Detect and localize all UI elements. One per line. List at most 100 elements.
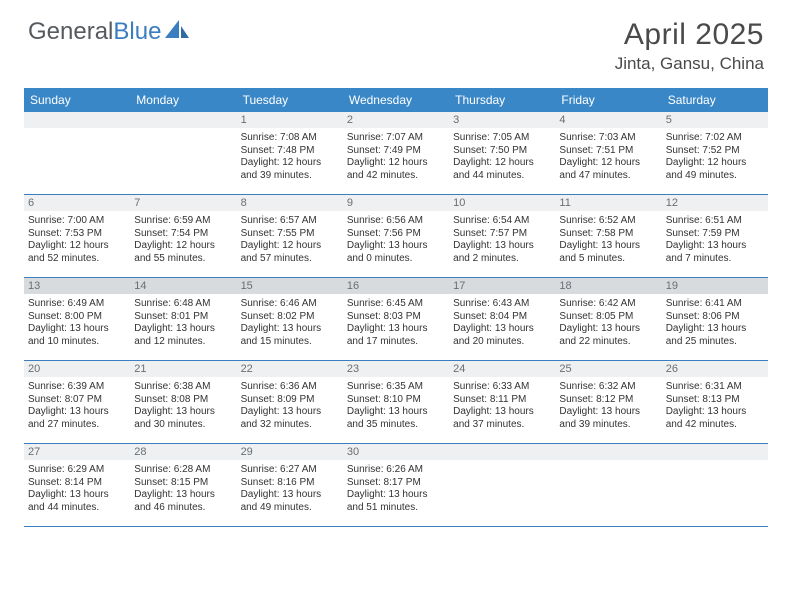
day-number [449, 444, 555, 460]
day-details: Sunrise: 7:00 AMSunset: 7:53 PMDaylight:… [24, 211, 130, 269]
day-details: Sunrise: 6:39 AMSunset: 8:07 PMDaylight:… [24, 377, 130, 435]
day-number: 12 [662, 195, 768, 211]
calendar-cell: 25Sunrise: 6:32 AMSunset: 8:12 PMDayligh… [555, 361, 661, 444]
day-number: 22 [237, 361, 343, 377]
calendar-grid: 1Sunrise: 7:08 AMSunset: 7:48 PMDaylight… [24, 112, 768, 527]
day-number: 25 [555, 361, 661, 377]
day-details: Sunrise: 6:46 AMSunset: 8:02 PMDaylight:… [237, 294, 343, 352]
day-details: Sunrise: 6:28 AMSunset: 8:15 PMDaylight:… [130, 460, 236, 518]
day-details [662, 460, 768, 512]
day-number: 5 [662, 112, 768, 128]
day-details: Sunrise: 7:05 AMSunset: 7:50 PMDaylight:… [449, 128, 555, 186]
day-details: Sunrise: 6:29 AMSunset: 8:14 PMDaylight:… [24, 460, 130, 518]
weekday-header: Friday [555, 88, 661, 112]
calendar-cell: 20Sunrise: 6:39 AMSunset: 8:07 PMDayligh… [24, 361, 130, 444]
day-details: Sunrise: 6:57 AMSunset: 7:55 PMDaylight:… [237, 211, 343, 269]
day-details: Sunrise: 6:45 AMSunset: 8:03 PMDaylight:… [343, 294, 449, 352]
day-number: 20 [24, 361, 130, 377]
calendar-cell: 26Sunrise: 6:31 AMSunset: 8:13 PMDayligh… [662, 361, 768, 444]
day-details: Sunrise: 6:49 AMSunset: 8:00 PMDaylight:… [24, 294, 130, 352]
day-number: 8 [237, 195, 343, 211]
weekday-header: Monday [130, 88, 236, 112]
weekday-header: Tuesday [237, 88, 343, 112]
calendar-cell: 6Sunrise: 7:00 AMSunset: 7:53 PMDaylight… [24, 195, 130, 278]
brand-part2: Blue [113, 18, 161, 46]
day-details: Sunrise: 6:27 AMSunset: 8:16 PMDaylight:… [237, 460, 343, 518]
header: GeneralBlue April 2025 Jinta, Gansu, Chi… [0, 0, 792, 80]
calendar-cell: 29Sunrise: 6:27 AMSunset: 8:16 PMDayligh… [237, 444, 343, 527]
title-block: April 2025 Jinta, Gansu, China [615, 18, 764, 74]
day-number: 1 [237, 112, 343, 128]
weekday-header: Wednesday [343, 88, 449, 112]
brand-logo: GeneralBlue [28, 18, 191, 46]
day-details: Sunrise: 7:02 AMSunset: 7:52 PMDaylight:… [662, 128, 768, 186]
calendar-cell: 4Sunrise: 7:03 AMSunset: 7:51 PMDaylight… [555, 112, 661, 195]
calendar-cell: 9Sunrise: 6:56 AMSunset: 7:56 PMDaylight… [343, 195, 449, 278]
calendar-cell: 30Sunrise: 6:26 AMSunset: 8:17 PMDayligh… [343, 444, 449, 527]
day-details: Sunrise: 6:54 AMSunset: 7:57 PMDaylight:… [449, 211, 555, 269]
day-number: 30 [343, 444, 449, 460]
calendar-cell: 11Sunrise: 6:52 AMSunset: 7:58 PMDayligh… [555, 195, 661, 278]
calendar-cell: 22Sunrise: 6:36 AMSunset: 8:09 PMDayligh… [237, 361, 343, 444]
calendar-cell [449, 444, 555, 527]
day-details [555, 460, 661, 512]
day-number: 13 [24, 278, 130, 294]
day-number: 18 [555, 278, 661, 294]
day-details: Sunrise: 7:03 AMSunset: 7:51 PMDaylight:… [555, 128, 661, 186]
calendar-cell: 8Sunrise: 6:57 AMSunset: 7:55 PMDaylight… [237, 195, 343, 278]
day-number: 23 [343, 361, 449, 377]
day-details: Sunrise: 6:35 AMSunset: 8:10 PMDaylight:… [343, 377, 449, 435]
day-number: 9 [343, 195, 449, 211]
day-details [449, 460, 555, 512]
day-details: Sunrise: 6:42 AMSunset: 8:05 PMDaylight:… [555, 294, 661, 352]
weekday-header-row: SundayMondayTuesdayWednesdayThursdayFrid… [24, 88, 768, 112]
weekday-header: Saturday [662, 88, 768, 112]
day-details: Sunrise: 6:36 AMSunset: 8:09 PMDaylight:… [237, 377, 343, 435]
page-title: April 2025 [615, 18, 764, 52]
day-number: 10 [449, 195, 555, 211]
calendar-cell [555, 444, 661, 527]
calendar: SundayMondayTuesdayWednesdayThursdayFrid… [0, 80, 792, 527]
day-number: 7 [130, 195, 236, 211]
day-number: 4 [555, 112, 661, 128]
day-details: Sunrise: 6:33 AMSunset: 8:11 PMDaylight:… [449, 377, 555, 435]
day-number: 27 [24, 444, 130, 460]
day-details: Sunrise: 6:48 AMSunset: 8:01 PMDaylight:… [130, 294, 236, 352]
weekday-header: Thursday [449, 88, 555, 112]
calendar-cell: 15Sunrise: 6:46 AMSunset: 8:02 PMDayligh… [237, 278, 343, 361]
day-details: Sunrise: 6:43 AMSunset: 8:04 PMDaylight:… [449, 294, 555, 352]
day-number: 2 [343, 112, 449, 128]
day-number: 17 [449, 278, 555, 294]
calendar-cell [24, 112, 130, 195]
calendar-cell: 13Sunrise: 6:49 AMSunset: 8:00 PMDayligh… [24, 278, 130, 361]
calendar-cell: 24Sunrise: 6:33 AMSunset: 8:11 PMDayligh… [449, 361, 555, 444]
brand-sail-icon [165, 20, 191, 40]
calendar-cell: 10Sunrise: 6:54 AMSunset: 7:57 PMDayligh… [449, 195, 555, 278]
calendar-cell: 5Sunrise: 7:02 AMSunset: 7:52 PMDaylight… [662, 112, 768, 195]
calendar-cell: 17Sunrise: 6:43 AMSunset: 8:04 PMDayligh… [449, 278, 555, 361]
day-details: Sunrise: 6:26 AMSunset: 8:17 PMDaylight:… [343, 460, 449, 518]
calendar-cell: 3Sunrise: 7:05 AMSunset: 7:50 PMDaylight… [449, 112, 555, 195]
location-text: Jinta, Gansu, China [615, 54, 764, 74]
day-number: 6 [24, 195, 130, 211]
day-number: 21 [130, 361, 236, 377]
calendar-cell: 1Sunrise: 7:08 AMSunset: 7:48 PMDaylight… [237, 112, 343, 195]
day-number [24, 112, 130, 128]
day-number: 15 [237, 278, 343, 294]
calendar-cell: 19Sunrise: 6:41 AMSunset: 8:06 PMDayligh… [662, 278, 768, 361]
day-details: Sunrise: 6:51 AMSunset: 7:59 PMDaylight:… [662, 211, 768, 269]
day-details: Sunrise: 6:59 AMSunset: 7:54 PMDaylight:… [130, 211, 236, 269]
day-details: Sunrise: 6:38 AMSunset: 8:08 PMDaylight:… [130, 377, 236, 435]
day-details: Sunrise: 6:52 AMSunset: 7:58 PMDaylight:… [555, 211, 661, 269]
day-number [555, 444, 661, 460]
day-number: 26 [662, 361, 768, 377]
day-number: 29 [237, 444, 343, 460]
day-number: 28 [130, 444, 236, 460]
calendar-cell: 27Sunrise: 6:29 AMSunset: 8:14 PMDayligh… [24, 444, 130, 527]
day-details: Sunrise: 7:07 AMSunset: 7:49 PMDaylight:… [343, 128, 449, 186]
day-details: Sunrise: 6:56 AMSunset: 7:56 PMDaylight:… [343, 211, 449, 269]
calendar-cell: 16Sunrise: 6:45 AMSunset: 8:03 PMDayligh… [343, 278, 449, 361]
calendar-cell: 28Sunrise: 6:28 AMSunset: 8:15 PMDayligh… [130, 444, 236, 527]
day-number [130, 112, 236, 128]
day-details [130, 128, 236, 180]
